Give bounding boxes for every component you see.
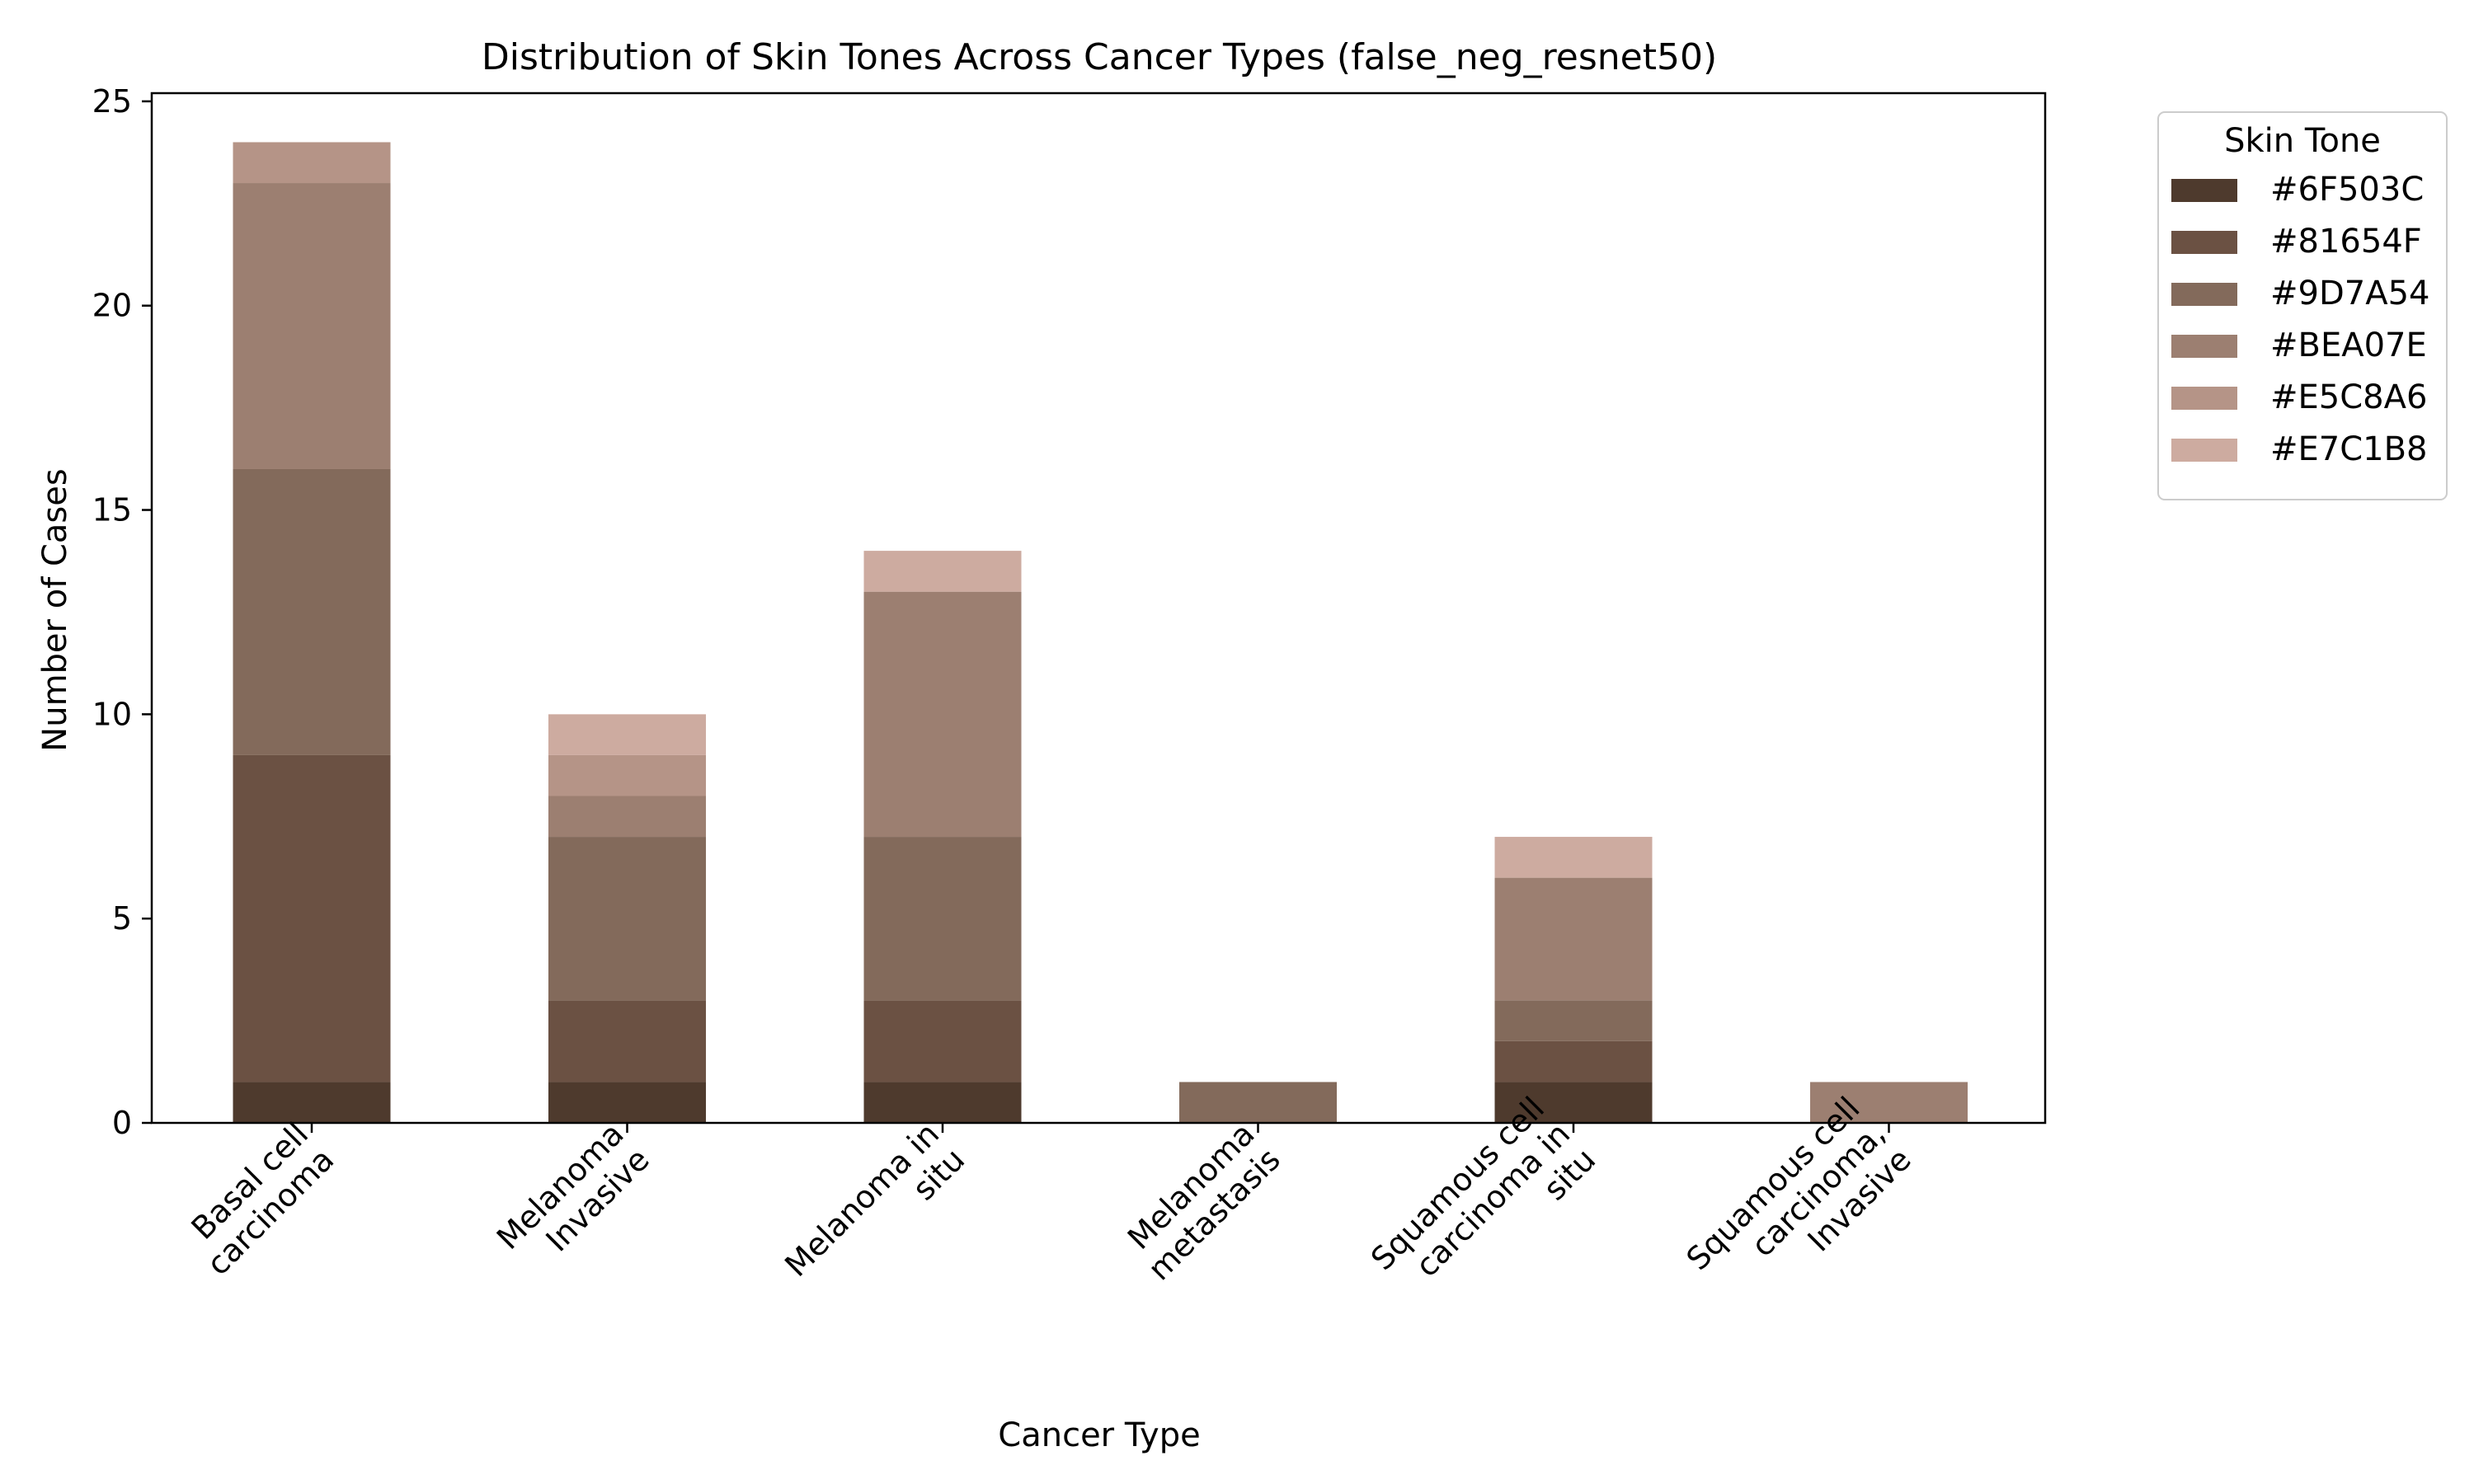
x-axis-label: Cancer Type xyxy=(998,1416,1200,1454)
y-tick-label: 15 xyxy=(92,492,132,528)
x-tick-label-text: MelanomaInvasive xyxy=(490,1115,656,1282)
x-tick-label: Melanomametastasis xyxy=(1115,1115,1287,1287)
x-tick-label: Squamous cellcarcinoma insitu xyxy=(1364,1090,1602,1328)
x-tick-label-text: Melanoma insitu xyxy=(778,1115,971,1309)
legend-swatch xyxy=(2171,179,2237,202)
x-tick-label-text: Squamous cellcarcinoma insitu xyxy=(1364,1090,1602,1328)
legend-swatch xyxy=(2171,439,2237,462)
y-tick-label: 5 xyxy=(112,900,132,937)
x-tick-label-text: Melanomametastasis xyxy=(1115,1115,1286,1287)
bar-segment xyxy=(1494,1082,1653,1123)
x-tick-label: Basal cellcarcinoma xyxy=(174,1115,341,1282)
x-axis: Basal cellcarcinoma MelanomaInvasive Melan… xyxy=(174,1090,1917,1328)
bar-segment xyxy=(233,142,391,184)
bar-segment xyxy=(233,1082,391,1123)
bar-segment xyxy=(1494,1000,1653,1041)
bar-segment xyxy=(1494,837,1653,878)
bar-segment xyxy=(1494,1040,1653,1082)
x-tick-label-text: Basal cellcarcinoma xyxy=(174,1115,341,1282)
legend-label: #81654F xyxy=(2270,223,2422,261)
bar-segment xyxy=(1494,877,1653,1001)
legend-label: #9D7A54 xyxy=(2270,275,2429,312)
plot-area xyxy=(150,92,2047,1125)
x-tick-label-text: Squamous cellcarcinoma,Invasive xyxy=(1679,1090,1917,1328)
y-axis: 0 5 10 15 20 25 xyxy=(92,83,152,1141)
legend-label: #E5C8A6 xyxy=(2270,378,2427,416)
bar-segment xyxy=(1179,1082,1337,1123)
y-tick-label: 0 xyxy=(112,1105,132,1141)
bar-segment xyxy=(863,837,1022,1001)
legend-title: Skin Tone xyxy=(2224,122,2381,160)
chart-title: Distribution of Skin Tones Across Cancer… xyxy=(482,36,1717,78)
bar-segment xyxy=(233,183,391,469)
legend-swatch xyxy=(2171,283,2237,306)
bar-segment xyxy=(863,591,1022,838)
bar-segment xyxy=(233,468,391,755)
bar-segment xyxy=(1810,1082,1968,1123)
x-tick-label: Squamous cellcarcinoma,Invasive xyxy=(1679,1090,1917,1328)
x-tick-label: Melanoma insitu xyxy=(778,1115,971,1309)
bar-segment xyxy=(548,796,706,838)
bar-segment xyxy=(548,1000,706,1082)
x-tick-label-line: Melanoma in xyxy=(778,1115,946,1284)
legend-label: #6F503C xyxy=(2270,171,2424,209)
legend-swatch xyxy=(2171,335,2237,358)
x-tick-label: MelanomaInvasive xyxy=(490,1115,656,1282)
legend-swatch xyxy=(2171,387,2237,410)
y-tick-label: 25 xyxy=(92,83,132,120)
bar-segment xyxy=(233,754,391,1082)
bar-segment xyxy=(863,551,1022,592)
plot-frame xyxy=(150,92,2047,1125)
bar-segment xyxy=(548,837,706,1001)
legend: Skin Tone #6F503C #81654F #9D7A54 #BEA07E #E5… xyxy=(2157,111,2448,500)
y-tick-label: 20 xyxy=(92,288,132,324)
bar-segment xyxy=(548,754,706,796)
bar-segment xyxy=(548,1082,706,1123)
bar-segment xyxy=(863,1000,1022,1082)
legend-swatch xyxy=(2171,231,2237,254)
bar-segment xyxy=(863,1082,1022,1123)
bar-segment xyxy=(548,714,706,755)
legend-label: #E7C1B8 xyxy=(2270,430,2428,468)
y-tick-label: 10 xyxy=(92,696,132,732)
y-axis-label: Number of Cases xyxy=(36,468,74,751)
legend-label: #BEA07E xyxy=(2270,326,2427,364)
